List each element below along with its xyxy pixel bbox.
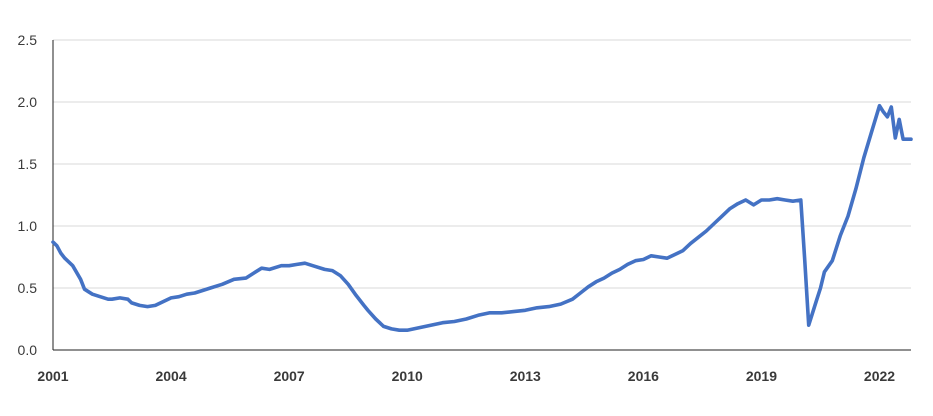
series-line-0 bbox=[51, 103, 913, 333]
y-tick-label: 1.5 bbox=[18, 156, 38, 172]
x-tick-label: 2016 bbox=[628, 368, 659, 384]
x-tick-label: 2022 bbox=[864, 368, 895, 384]
x-tick-label: 2019 bbox=[746, 368, 777, 384]
x-tick-label: 2010 bbox=[392, 368, 423, 384]
x-tick-label: 2001 bbox=[37, 368, 68, 384]
series-layer bbox=[51, 103, 913, 333]
y-tick-label: 0.5 bbox=[18, 280, 38, 296]
y-tick-label: 2.5 bbox=[18, 32, 38, 48]
x-tick-label: 2004 bbox=[155, 368, 186, 384]
x-tick-label: 2007 bbox=[274, 368, 305, 384]
y-tick-label: 1.0 bbox=[18, 218, 38, 234]
tick-labels: 0.0 0.5 1.0 1.5 2.0 2.5 2001 2004 2007 2010 2013 20… bbox=[18, 32, 896, 384]
y-tick-label: 2.0 bbox=[18, 94, 38, 110]
axes bbox=[52, 40, 911, 351]
x-tick-label: 2013 bbox=[510, 368, 541, 384]
gridlines bbox=[53, 39, 911, 289]
y-tick-label: 0.0 bbox=[18, 342, 38, 358]
